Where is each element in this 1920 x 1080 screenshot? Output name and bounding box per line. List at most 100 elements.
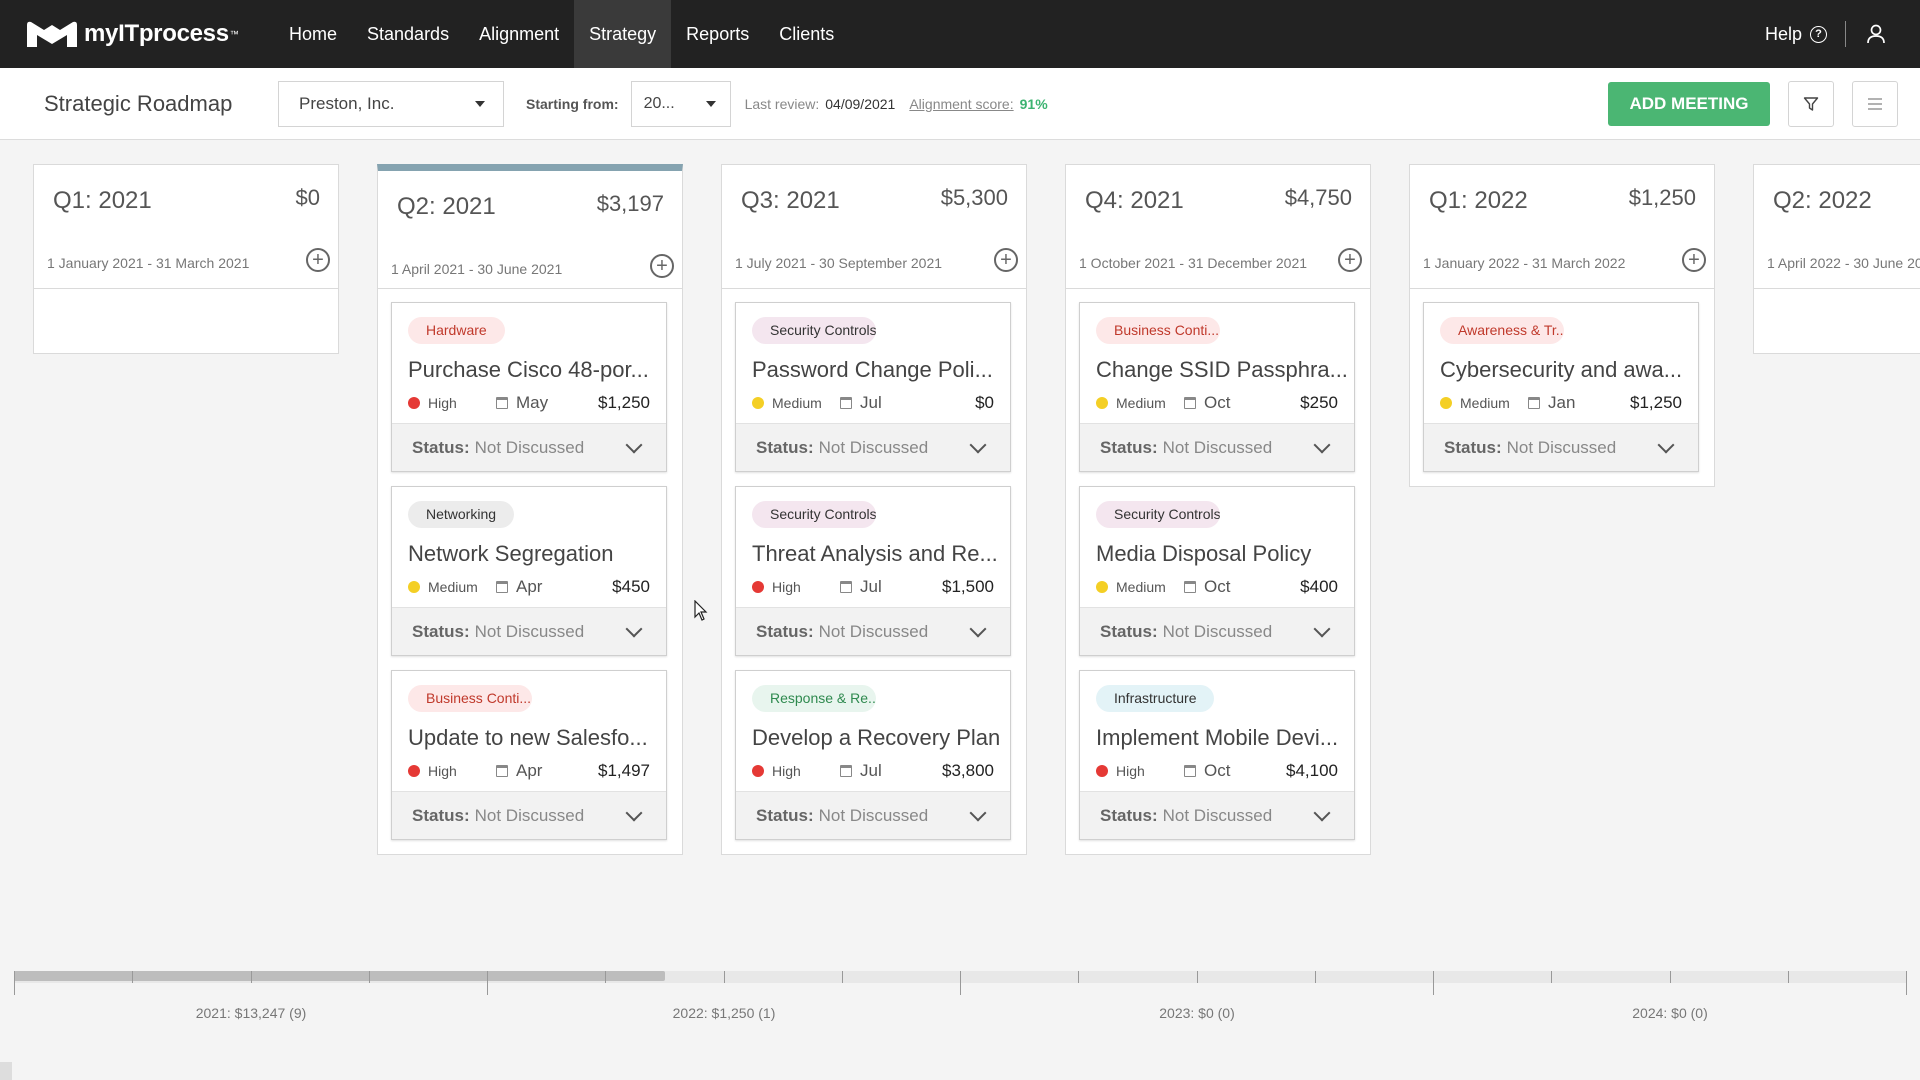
initiative-card[interactable]: Networking Network Segregation Medium Apr $4… <box>391 486 667 656</box>
initiative-card[interactable]: Business Conti... Update to new Salesfo..… <box>391 670 667 840</box>
initiative-card[interactable]: Hardware Purchase Cisco 48-por... High May $… <box>391 302 667 472</box>
initiative-title[interactable]: Password Change Poli... <box>752 357 993 382</box>
status-bar[interactable]: Status: Not Discussed <box>736 423 1010 471</box>
initiative-title[interactable]: Media Disposal Policy <box>1096 541 1312 566</box>
status-value: Not Discussed <box>818 437 929 457</box>
category-tag: Hardware <box>408 317 505 344</box>
priority-dot-icon <box>1096 765 1108 777</box>
calendar-icon <box>840 397 852 409</box>
initiative-title[interactable]: Cybersecurity and awa... <box>1440 357 1683 382</box>
timeline-tick <box>1551 971 1552 983</box>
scheduled-month: Apr <box>516 577 543 596</box>
priority-label: Medium <box>1460 395 1510 411</box>
initiative-card[interactable]: Infrastructure Implement Mobile Devi... Hi… <box>1079 670 1355 840</box>
initiative-title[interactable]: Threat Analysis and Re... <box>752 541 998 566</box>
add-initiative-icon[interactable]: + <box>994 248 1018 272</box>
initiative-card[interactable]: Security Controls Password Change Poli...… <box>735 302 1011 472</box>
chevron-down-icon[interactable] <box>1313 804 1331 821</box>
nav-strategy[interactable]: Strategy <box>574 0 672 68</box>
timeline-tick <box>1315 971 1316 983</box>
initiative-cost: $4,100 <box>1286 761 1338 780</box>
status-bar[interactable]: Status: Not Discussed <box>1424 423 1698 471</box>
status-prefix: Status: <box>756 805 814 825</box>
initiative-title[interactable]: Purchase Cisco 48-por... <box>408 357 649 382</box>
status-bar[interactable]: Status: Not Discussed <box>736 607 1010 655</box>
status-bar[interactable]: Status: Not Discussed <box>1080 423 1354 471</box>
chevron-down-icon[interactable] <box>969 436 987 453</box>
nav-standards[interactable]: Standards <box>367 23 450 44</box>
status-bar[interactable]: Status: Not Discussed <box>1080 607 1354 655</box>
initiative-card[interactable]: Awareness & Tr... Cybersecurity and awa..… <box>1423 302 1699 472</box>
timeline-visible-range[interactable] <box>14 971 665 981</box>
quarter-title: Q2: 2021 <box>397 193 496 220</box>
client-select[interactable]: Preston, Inc. <box>278 80 504 127</box>
menu-button[interactable] <box>1852 80 1898 127</box>
initiative-cost: $1,497 <box>598 761 650 780</box>
initiative-card[interactable]: Security Controls Media Disposal Policy Me… <box>1079 486 1355 656</box>
scrollbar-left[interactable] <box>0 1062 12 1080</box>
initiative-card[interactable]: Business Conti... Change SSID Passphra...… <box>1079 302 1355 472</box>
chevron-down-icon[interactable] <box>625 620 643 637</box>
nav-home[interactable]: Home <box>289 23 338 44</box>
logo[interactable]: myITprocess ™ <box>24 17 256 51</box>
status-bar[interactable]: Status: Not Discussed <box>392 423 666 471</box>
status-prefix: Status: <box>412 621 470 641</box>
status-bar[interactable]: Status: Not Discussed <box>736 791 1010 839</box>
quarter-title: Q3: 2021 <box>741 187 840 214</box>
filter-button[interactable] <box>1788 80 1834 127</box>
initiative-cost: $450 <box>612 577 650 596</box>
chevron-down-icon[interactable] <box>969 620 987 637</box>
user-icon[interactable] <box>1856 24 1896 44</box>
initiative-card[interactable]: Response & Re... Develop a Recovery Plan H… <box>735 670 1011 840</box>
priority-label: Medium <box>1116 579 1166 595</box>
roadmap-toolbar: Strategic Roadmap Preston, Inc. Starting… <box>0 68 1920 140</box>
category-tag: Business Conti... <box>408 685 532 712</box>
quarter-column: Q3: 2021 $5,300 1 July 2021 - 30 September… <box>721 164 1027 855</box>
status-bar[interactable]: Status: Not Discussed <box>392 607 666 655</box>
initiative-cost: $0 <box>975 393 994 412</box>
chevron-down-icon[interactable] <box>1313 436 1331 453</box>
starting-from-select[interactable]: 20... <box>630 80 731 127</box>
add-initiative-icon[interactable]: + <box>1682 248 1706 272</box>
category-tag: Response & Re... <box>752 685 876 712</box>
chevron-down-icon[interactable] <box>1313 620 1331 637</box>
timeline-year-label: 2022: $1,250 (1) <box>672 1005 776 1021</box>
add-meeting-button[interactable]: ADD MEETING <box>1608 81 1770 126</box>
timeline-tick <box>1906 971 1907 995</box>
nav-alignment[interactable]: Alignment <box>479 23 560 44</box>
scheduled-month: Jul <box>860 761 882 780</box>
nav-clients[interactable]: Clients <box>779 23 835 44</box>
initiative-card[interactable]: Security Controls Threat Analysis and Re.… <box>735 486 1011 656</box>
status-bar[interactable]: Status: Not Discussed <box>1080 791 1354 839</box>
timeline-tick <box>605 971 606 983</box>
category-tag: Awareness & Tr... <box>1440 317 1564 344</box>
chevron-down-icon[interactable] <box>969 804 987 821</box>
add-initiative-icon[interactable]: + <box>1338 248 1362 272</box>
add-initiative-icon[interactable]: + <box>650 254 674 278</box>
initiative-title[interactable]: Implement Mobile Devi... <box>1096 725 1339 750</box>
starting-from-value: 20... <box>643 94 675 112</box>
initiative-title[interactable]: Change SSID Passphra... <box>1096 357 1348 382</box>
quarter-header: Q4: 2021 $4,750 1 October 2021 - 31 Decemb… <box>1066 165 1370 289</box>
category-tag: Security Controls <box>752 317 876 344</box>
priority-dot-icon <box>1096 581 1108 593</box>
calendar-icon <box>496 765 508 777</box>
alignment-score-link[interactable]: Alignment score: <box>909 95 1014 112</box>
timeline-scrubber[interactable]: 2021: $13,247 (9) 2022: $1,250 (1) 2023: $… <box>0 961 1920 1080</box>
category-tag: Security Controls <box>1096 501 1220 528</box>
caret-down-icon <box>705 100 716 107</box>
chevron-down-icon[interactable] <box>625 804 643 821</box>
quarter-date-range: 1 July 2021 - 30 September 2021 <box>735 255 943 271</box>
initiative-title[interactable]: Update to new Salesfo... <box>408 725 648 750</box>
add-initiative-icon[interactable]: + <box>306 248 330 272</box>
chevron-down-icon[interactable] <box>1657 436 1675 453</box>
initiative-title[interactable]: Network Segregation <box>408 541 614 566</box>
status-value: Not Discussed <box>818 621 929 641</box>
help-link[interactable]: Help ? <box>1765 21 1846 47</box>
status-bar[interactable]: Status: Not Discussed <box>392 791 666 839</box>
nav-reports[interactable]: Reports <box>686 23 750 44</box>
quarter-title: Q4: 2021 <box>1085 187 1184 214</box>
initiative-title[interactable]: Develop a Recovery Plan <box>752 725 1001 750</box>
chevron-down-icon[interactable] <box>625 436 643 453</box>
status-value: Not Discussed <box>1506 437 1617 457</box>
